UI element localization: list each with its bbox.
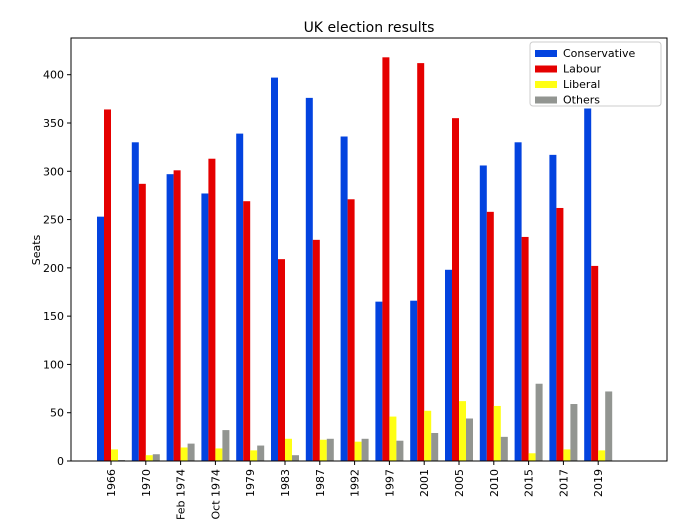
y-tick-label: 300 xyxy=(43,165,64,178)
bar-conservative-1983 xyxy=(271,77,278,462)
bar-labour-2001 xyxy=(417,63,425,461)
bar-labour-1970 xyxy=(138,183,146,461)
bar-liberal-1997 xyxy=(389,416,397,461)
bar-conservative-2017 xyxy=(549,154,557,461)
bar-conservative-1970 xyxy=(131,142,139,461)
legend-box xyxy=(529,41,662,107)
bar-conservative-oct-1974 xyxy=(201,193,209,461)
y-axis-label: Seats xyxy=(30,234,43,265)
y-tick-label: 350 xyxy=(43,117,64,130)
x-tick-label: 1983 xyxy=(279,469,292,497)
y-tick-label: 150 xyxy=(43,310,64,323)
bar-others-2017 xyxy=(570,404,578,461)
bar-others-2010 xyxy=(500,436,508,461)
x-tick-label: 1987 xyxy=(314,469,327,497)
bar-liberal-feb-1974 xyxy=(180,447,188,461)
y-tick-label: 50 xyxy=(50,407,64,420)
x-tick-label: 2001 xyxy=(418,469,431,497)
x-tick-label: Oct 1974 xyxy=(209,469,222,520)
bar-others-feb-1974 xyxy=(187,443,195,461)
legend: Conservative Labour Liberal Others xyxy=(529,41,662,107)
bar-labour-2019 xyxy=(591,265,599,461)
plot-frame xyxy=(70,37,668,462)
bar-others-1997 xyxy=(396,440,404,461)
bar-others-2015 xyxy=(535,383,543,461)
bar-conservative-2005 xyxy=(445,269,452,461)
bar-others-oct-1974 xyxy=(222,430,230,461)
bar-liberal-2015 xyxy=(528,453,536,461)
y-tick-label: 400 xyxy=(43,69,64,82)
x-tick-label: 2015 xyxy=(523,469,536,497)
y-tick-label: 250 xyxy=(43,214,64,227)
bar-others-1987 xyxy=(326,438,334,461)
bar-others-2005 xyxy=(466,418,473,461)
bar-others-1992 xyxy=(361,438,369,461)
legend-swatch-liberal xyxy=(535,81,557,88)
bar-conservative-feb-1974 xyxy=(166,174,174,461)
x-tick-label: 1992 xyxy=(349,469,362,497)
bar-conservative-1997 xyxy=(375,301,383,461)
x-tick-label: 1997 xyxy=(383,469,396,497)
bar-others-1979 xyxy=(257,445,265,461)
bar-labour-feb-1974 xyxy=(173,170,181,461)
legend-label-liberal: Liberal xyxy=(563,78,600,91)
bar-conservative-2001 xyxy=(410,300,418,461)
y-tick-label: 100 xyxy=(43,358,64,371)
bar-conservative-1966 xyxy=(97,216,104,461)
bar-conservative-1992 xyxy=(340,136,348,462)
bar-liberal-1970 xyxy=(145,455,153,461)
bar-labour-1979 xyxy=(243,201,251,461)
bar-labour-2017 xyxy=(556,207,564,461)
bar-labour-2010 xyxy=(486,211,494,461)
x-tick-label: 2019 xyxy=(592,469,605,497)
bar-labour-oct-1974 xyxy=(208,158,216,461)
bar-conservative-1987 xyxy=(305,97,313,461)
bar-conservative-2015 xyxy=(514,142,522,461)
x-tick-label: 2017 xyxy=(557,469,570,497)
legend-label-labour: Labour xyxy=(563,63,602,76)
bar-labour-1966 xyxy=(104,109,111,461)
x-tick-label: 2010 xyxy=(488,469,501,497)
bar-liberal-2005 xyxy=(459,401,466,461)
bar-liberal-oct-1974 xyxy=(215,448,223,461)
bar-liberal-1987 xyxy=(319,439,327,461)
bar-others-2019 xyxy=(605,391,613,461)
bar-conservative-2010 xyxy=(479,165,487,462)
legend-swatch-labour xyxy=(535,65,557,73)
bar-labour-1997 xyxy=(382,57,390,462)
bar-conservative-1979 xyxy=(236,133,244,461)
x-tick-label: 1966 xyxy=(105,469,118,497)
bar-liberal-1966 xyxy=(111,449,118,461)
legend-label-others: Others xyxy=(563,94,600,107)
bar-labour-1983 xyxy=(278,259,285,461)
bar-liberal-1983 xyxy=(285,438,292,461)
chart-title: UK election results xyxy=(304,20,435,36)
y-tick-label: 0 xyxy=(57,455,64,468)
bar-liberal-2001 xyxy=(424,410,432,461)
bar-liberal-2019 xyxy=(598,450,606,461)
bar-liberal-1979 xyxy=(250,450,258,461)
y-tick-label: 200 xyxy=(43,262,64,275)
bar-liberal-2010 xyxy=(493,405,501,461)
bar-liberal-1992 xyxy=(354,441,362,461)
bar-others-1970 xyxy=(152,454,160,461)
legend-swatch-others xyxy=(535,96,557,104)
legend-label-conservative: Conservative xyxy=(563,47,636,60)
bar-labour-2005 xyxy=(452,118,459,461)
bar-liberal-2017 xyxy=(563,449,571,461)
bar-labour-1992 xyxy=(347,199,355,461)
legend-swatch-conservative xyxy=(535,50,557,57)
bar-others-2001 xyxy=(431,432,439,461)
x-tick-label: 2005 xyxy=(453,469,466,497)
x-tick-label: 1970 xyxy=(140,469,153,497)
bar-others-1983 xyxy=(292,455,299,461)
bar-conservative-2019 xyxy=(584,108,592,461)
x-tick-label: Feb 1974 xyxy=(175,469,188,520)
bar-labour-2015 xyxy=(521,236,529,461)
bar-labour-1987 xyxy=(312,239,320,461)
x-tick-label: 1979 xyxy=(244,469,257,497)
